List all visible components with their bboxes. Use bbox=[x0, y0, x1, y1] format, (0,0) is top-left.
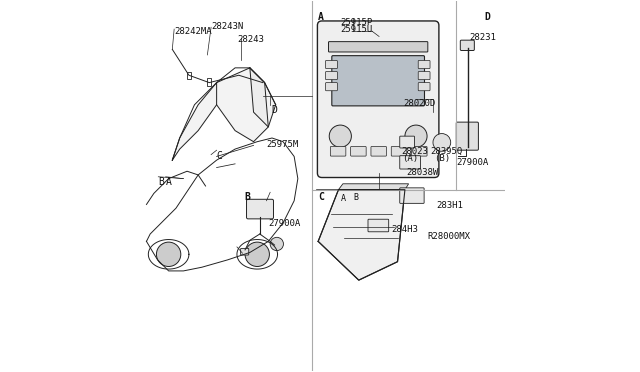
Text: A: A bbox=[340, 194, 346, 203]
FancyBboxPatch shape bbox=[326, 61, 337, 68]
Text: 28038W: 28038W bbox=[407, 168, 439, 177]
FancyBboxPatch shape bbox=[371, 147, 387, 156]
FancyBboxPatch shape bbox=[317, 21, 439, 177]
FancyBboxPatch shape bbox=[351, 147, 366, 156]
Polygon shape bbox=[250, 68, 276, 127]
Text: 28243N: 28243N bbox=[211, 22, 243, 31]
Polygon shape bbox=[318, 190, 405, 280]
Bar bbox=[207, 78, 211, 86]
Text: B: B bbox=[353, 193, 358, 202]
Circle shape bbox=[156, 242, 181, 266]
FancyBboxPatch shape bbox=[418, 83, 430, 91]
Polygon shape bbox=[216, 68, 268, 142]
Text: R28000MX: R28000MX bbox=[427, 232, 470, 241]
FancyBboxPatch shape bbox=[400, 156, 420, 169]
FancyBboxPatch shape bbox=[326, 71, 337, 80]
FancyBboxPatch shape bbox=[460, 40, 474, 51]
FancyBboxPatch shape bbox=[241, 248, 249, 255]
Text: C: C bbox=[318, 192, 324, 202]
FancyBboxPatch shape bbox=[400, 136, 415, 148]
Circle shape bbox=[270, 237, 284, 251]
Circle shape bbox=[405, 125, 427, 147]
FancyBboxPatch shape bbox=[326, 83, 337, 91]
Text: 25915U: 25915U bbox=[340, 25, 372, 34]
Circle shape bbox=[433, 134, 451, 151]
Text: (A): (A) bbox=[402, 154, 418, 163]
Text: 283H1: 283H1 bbox=[436, 201, 463, 210]
Text: 28242MA: 28242MA bbox=[174, 27, 212, 36]
FancyBboxPatch shape bbox=[246, 199, 273, 219]
Text: 28023: 28023 bbox=[401, 147, 428, 156]
FancyBboxPatch shape bbox=[412, 147, 427, 156]
FancyBboxPatch shape bbox=[391, 147, 407, 156]
FancyBboxPatch shape bbox=[456, 122, 478, 150]
Text: D: D bbox=[484, 13, 490, 22]
FancyBboxPatch shape bbox=[330, 147, 346, 156]
Text: B: B bbox=[158, 177, 164, 187]
FancyBboxPatch shape bbox=[418, 61, 430, 68]
Polygon shape bbox=[172, 83, 216, 160]
FancyBboxPatch shape bbox=[332, 56, 424, 106]
FancyBboxPatch shape bbox=[368, 219, 388, 232]
Text: (B): (B) bbox=[434, 154, 450, 163]
Text: 28231: 28231 bbox=[470, 33, 497, 42]
Circle shape bbox=[329, 125, 351, 147]
Text: 28395Q: 28395Q bbox=[431, 147, 463, 156]
FancyBboxPatch shape bbox=[418, 71, 430, 80]
Bar bbox=[187, 71, 191, 79]
FancyBboxPatch shape bbox=[328, 42, 428, 52]
Text: C: C bbox=[216, 151, 223, 161]
Text: B: B bbox=[244, 192, 250, 202]
Text: 25975M: 25975M bbox=[266, 140, 299, 149]
Text: 25915P: 25915P bbox=[340, 18, 372, 27]
FancyBboxPatch shape bbox=[400, 188, 424, 203]
Text: 27900A: 27900A bbox=[456, 158, 489, 167]
Text: 27900A: 27900A bbox=[268, 219, 301, 228]
Text: A: A bbox=[166, 177, 172, 187]
Circle shape bbox=[245, 242, 269, 266]
Polygon shape bbox=[339, 184, 408, 190]
Text: 28243: 28243 bbox=[237, 35, 264, 44]
Text: 28020D: 28020D bbox=[403, 99, 435, 108]
Text: D: D bbox=[271, 105, 277, 115]
Text: A: A bbox=[318, 13, 324, 22]
Text: 284H3: 284H3 bbox=[391, 225, 418, 234]
